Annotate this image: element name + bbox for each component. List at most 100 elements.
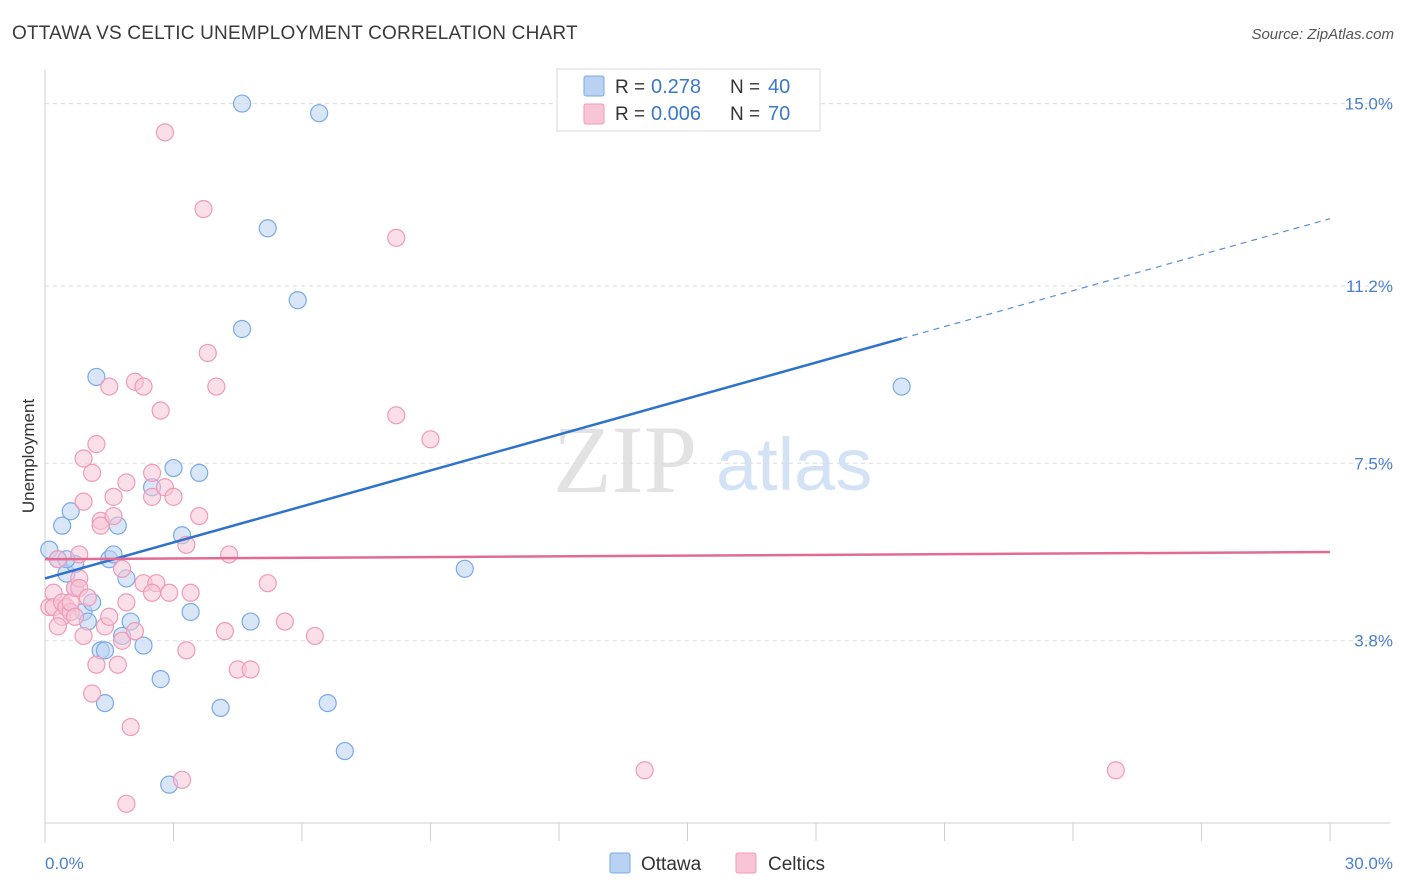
- point-ottawa: [181, 602, 200, 622]
- point-celtics: [65, 607, 85, 626]
- y-tick-label: 7.5%: [1354, 454, 1393, 473]
- point-celtics: [70, 545, 89, 564]
- point-celtics: [117, 473, 136, 492]
- data-points: [40, 94, 1125, 813]
- axes: [44, 70, 1390, 843]
- point-celtics: [83, 463, 102, 482]
- point-celtics: [87, 435, 106, 454]
- point-celtics: [177, 641, 196, 660]
- point-ottawa: [53, 516, 72, 535]
- point-ottawa: [151, 670, 170, 689]
- point-celtics: [258, 574, 277, 593]
- point-celtics: [48, 617, 67, 636]
- legend-box: R = 0.278 N = 40 R = 0.006 N = 70: [556, 68, 821, 132]
- bottom-legend-label-celtics: Celtics: [768, 854, 825, 875]
- point-ottawa: [134, 636, 153, 655]
- trend-lines: [44, 218, 1331, 580]
- point-ottawa: [211, 698, 230, 717]
- trend-line-celtics: [44, 550, 1331, 561]
- chart-source: Source: ZipAtlas.com: [1251, 26, 1394, 43]
- legend-n-value-ottawa: 40: [768, 76, 790, 98]
- point-celtics: [134, 377, 153, 396]
- point-celtics: [151, 401, 170, 420]
- point-celtics: [100, 607, 119, 626]
- y-tick-labels: 3.8% 7.5% 11.2% 15.0%: [1345, 95, 1393, 651]
- point-ottawa: [95, 693, 115, 713]
- point-celtics: [1106, 761, 1125, 780]
- legend-swatch-ottawa: [583, 75, 605, 97]
- point-ottawa: [892, 377, 911, 396]
- point-celtics: [104, 487, 123, 506]
- point-ottawa: [95, 641, 115, 660]
- legend-r-value-celtics: 0.006: [651, 103, 701, 125]
- point-celtics: [74, 449, 93, 468]
- point-celtics: [181, 583, 200, 602]
- point-celtics: [194, 199, 213, 219]
- point-ottawa: [190, 463, 209, 482]
- point-celtics: [220, 545, 239, 564]
- point-ottawa: [232, 319, 252, 339]
- point-celtics: [91, 516, 110, 535]
- point-ottawa: [87, 367, 106, 387]
- point-ottawa: [310, 104, 329, 123]
- legend-n-label-celtics: N =: [730, 104, 760, 125]
- gridlines: [45, 103, 1390, 642]
- legend-swatch-celtics: [583, 103, 605, 125]
- point-celtics: [117, 593, 136, 612]
- y-tick-label: 11.2%: [1346, 277, 1393, 296]
- point-celtics: [172, 770, 192, 789]
- point-ottawa: [258, 219, 277, 238]
- point-ottawa: [164, 458, 183, 478]
- point-celtics: [207, 377, 226, 396]
- point-celtics: [100, 377, 119, 396]
- watermark: ZIP atlas: [553, 406, 872, 513]
- point-celtics: [117, 794, 136, 813]
- point-celtics: [74, 626, 93, 646]
- point-celtics: [87, 655, 106, 674]
- point-celtics: [164, 487, 183, 506]
- point-celtics: [74, 492, 93, 511]
- y-axis-label: Unemployment: [19, 399, 38, 514]
- point-celtics: [305, 626, 324, 646]
- point-celtics: [112, 559, 132, 578]
- point-celtics: [125, 622, 145, 641]
- point-celtics: [635, 761, 654, 780]
- x-tick-label-min: 0.0%: [45, 854, 84, 873]
- point-ottawa: [335, 741, 354, 761]
- y-tick-label: 3.8%: [1354, 632, 1393, 651]
- x-tick-label-max: 30.0%: [1345, 854, 1393, 873]
- x-tick-labels: 0.0% 30.0%: [45, 854, 1393, 873]
- legend-r-label-celtics: R =: [615, 104, 645, 125]
- point-celtics: [275, 612, 294, 631]
- point-celtics: [421, 430, 440, 449]
- trend-line-ottawa: [44, 337, 903, 580]
- point-celtics: [241, 660, 260, 679]
- point-celtics: [142, 463, 162, 482]
- point-ottawa: [61, 502, 80, 521]
- point-celtics: [121, 717, 140, 737]
- bottom-legend-swatch-ottawa: [609, 852, 631, 874]
- series-celtics: [40, 123, 1125, 813]
- point-ottawa: [288, 291, 307, 310]
- point-ottawa: [232, 94, 252, 113]
- point-celtics: [83, 684, 102, 703]
- legend-n-value-celtics: 70: [768, 103, 790, 125]
- legend-r-label-ottawa: R =: [615, 77, 645, 98]
- point-celtics: [387, 228, 406, 247]
- y-tick-label: 15.0%: [1345, 95, 1393, 114]
- point-celtics: [160, 583, 179, 602]
- legend-n-label-ottawa: N =: [730, 77, 760, 98]
- point-celtics: [104, 506, 123, 526]
- point-ottawa: [241, 612, 260, 631]
- point-ottawa: [455, 559, 474, 578]
- point-celtics: [215, 622, 234, 641]
- bottom-legend: Ottawa Celtics: [609, 852, 825, 875]
- watermark-atlas: atlas: [716, 423, 872, 506]
- point-ottawa: [318, 693, 337, 713]
- bottom-legend-label-ottawa: Ottawa: [641, 854, 702, 875]
- point-celtics: [108, 655, 127, 674]
- trend-line-extension-ottawa: [901, 218, 1331, 340]
- point-celtics: [198, 343, 217, 363]
- point-celtics: [112, 631, 132, 650]
